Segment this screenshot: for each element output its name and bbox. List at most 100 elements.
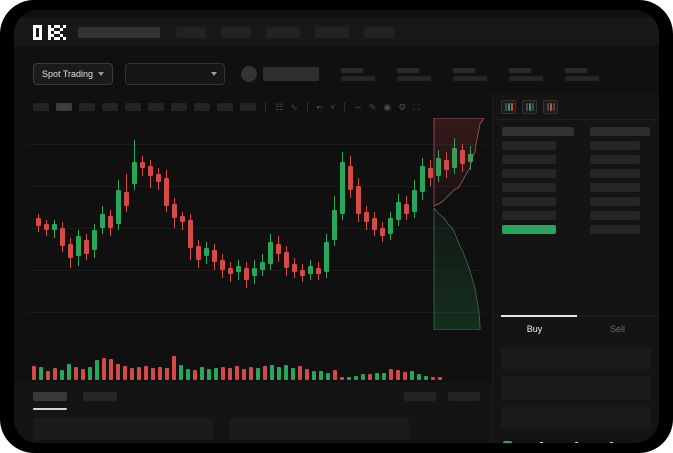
- indicator-icon[interactable]: ∼: [354, 101, 362, 112]
- candle-body: [364, 212, 369, 222]
- orderbook-row[interactable]: [590, 225, 640, 234]
- tab-sell[interactable]: Sell: [576, 316, 659, 341]
- orders-row[interactable]: [229, 418, 409, 440]
- fullscreen-icon[interactable]: ⛶: [413, 101, 420, 112]
- candle-body: [116, 190, 121, 224]
- orderbook-asks-icon[interactable]: [543, 100, 558, 114]
- timeframe-button-9[interactable]: [217, 103, 233, 111]
- candle-body: [244, 268, 249, 280]
- candle-body: [108, 216, 113, 228]
- okx-logo-icon[interactable]: [33, 24, 66, 40]
- tab-buy-label: Buy: [526, 323, 543, 334]
- orderbook-row[interactable]: [502, 183, 556, 192]
- timeframe-button-6[interactable]: [148, 103, 164, 111]
- nav-link-1[interactable]: [176, 26, 206, 38]
- camera-icon[interactable]: ◉: [383, 101, 392, 112]
- timeframe-button-2[interactable]: [56, 103, 72, 111]
- orders-action-2[interactable]: [448, 392, 480, 401]
- timeframe-button-10[interactable]: [240, 103, 256, 111]
- candle-body: [188, 220, 193, 248]
- active-tab-underline: [33, 408, 67, 410]
- stat-value: [453, 75, 488, 81]
- slider-stop-100[interactable]: [643, 442, 649, 443]
- volume-bar: [32, 366, 36, 380]
- global-search-input[interactable]: [78, 26, 160, 38]
- top-navigation-bar: [14, 18, 659, 46]
- volume-bar: [375, 373, 379, 380]
- orderbook-row[interactable]: [590, 183, 640, 192]
- trading-pair-select[interactable]: [125, 63, 226, 85]
- volume-bar: [214, 368, 218, 380]
- panel-divider: [493, 119, 659, 120]
- orders-tab-2[interactable]: [83, 392, 117, 401]
- orderbook-row[interactable]: [502, 141, 556, 150]
- volume-bar: [431, 377, 435, 380]
- order-total-field[interactable]: [501, 405, 651, 429]
- volume-bar: [221, 367, 225, 380]
- slider-stop-50[interactable]: [574, 442, 579, 443]
- app-screen: Spot Trading: [14, 10, 659, 443]
- volume-bar: [165, 368, 169, 380]
- orderbook-row[interactable]: [502, 211, 556, 220]
- bar-chart-icon[interactable]: ▪▫: [316, 101, 324, 112]
- nav-link-4[interactable]: [315, 26, 349, 38]
- chevron-down-icon[interactable]: ˅: [330, 101, 336, 112]
- slider-handle[interactable]: [503, 441, 512, 443]
- candle-body: [52, 224, 57, 230]
- chart-gridline: [28, 228, 484, 229]
- orderbook-bids-icon[interactable]: [522, 100, 537, 114]
- volume-bar: [102, 358, 106, 380]
- orderbook-row[interactable]: [590, 141, 640, 150]
- spot-trading-dropdown[interactable]: Spot Trading: [33, 63, 114, 85]
- orderbook-row[interactable]: [590, 155, 640, 164]
- slider-stop-75[interactable]: [608, 442, 614, 443]
- orderbook-row[interactable]: [590, 197, 640, 206]
- orderbook-trade-panel: Buy Sell: [492, 94, 659, 443]
- volume-bar: [235, 366, 239, 380]
- pencil-icon[interactable]: ✎: [368, 101, 377, 112]
- active-tab-underline: [501, 315, 577, 317]
- timeframe-button-4[interactable]: [102, 103, 118, 111]
- bid-depth-area: [433, 207, 481, 330]
- timeframe-button-7[interactable]: [171, 103, 187, 111]
- order-amount-field[interactable]: [501, 376, 651, 400]
- volume-bar: [67, 364, 71, 380]
- orderbook-row[interactable]: [502, 225, 556, 234]
- coin-avatar: [241, 66, 258, 82]
- orderbook-row[interactable]: [502, 197, 556, 206]
- stat-value: [341, 75, 376, 81]
- tab-buy[interactable]: Buy: [493, 316, 576, 341]
- orders-tab-1[interactable]: [33, 392, 67, 401]
- volume-bar: [151, 368, 155, 380]
- nav-link-2[interactable]: [221, 26, 251, 38]
- timeframe-button-3[interactable]: [79, 103, 95, 111]
- volume-bar: [382, 373, 386, 380]
- orders-row[interactable]: [33, 418, 213, 440]
- volume-bar: [270, 365, 274, 380]
- order-price-field[interactable]: [501, 347, 651, 371]
- timeframe-button-5[interactable]: [125, 103, 141, 111]
- nav-link-5[interactable]: [364, 26, 394, 38]
- orderbook-row[interactable]: [502, 169, 556, 178]
- volume-bar: [172, 356, 176, 380]
- slider-stop-25[interactable]: [539, 442, 545, 443]
- candlestick-chart-icon[interactable]: ☷: [275, 101, 284, 112]
- orderbook[interactable]: [493, 120, 659, 315]
- timeframe-button-1[interactable]: [33, 103, 49, 111]
- line-chart-icon[interactable]: ∿: [290, 101, 298, 112]
- buy-sell-tabs: Buy Sell: [493, 315, 659, 341]
- orders-action-1[interactable]: [404, 392, 436, 401]
- orderbook-row[interactable]: [590, 211, 640, 220]
- settings-icon[interactable]: ⚙: [398, 101, 407, 112]
- volume-bar: [340, 377, 344, 380]
- orderbook-row[interactable]: [502, 155, 556, 164]
- orderbook-mode-buttons: [493, 94, 659, 119]
- orderbook-row[interactable]: [590, 169, 640, 178]
- order-amount-slider[interactable]: [503, 439, 649, 443]
- candlestick-chart[interactable]: [28, 118, 484, 330]
- chart-gridline: [28, 186, 484, 187]
- timeframe-button-8[interactable]: [194, 103, 210, 111]
- orderbook-both-icon[interactable]: [501, 100, 516, 114]
- volume-bar: [361, 374, 365, 380]
- nav-link-3[interactable]: [266, 26, 300, 38]
